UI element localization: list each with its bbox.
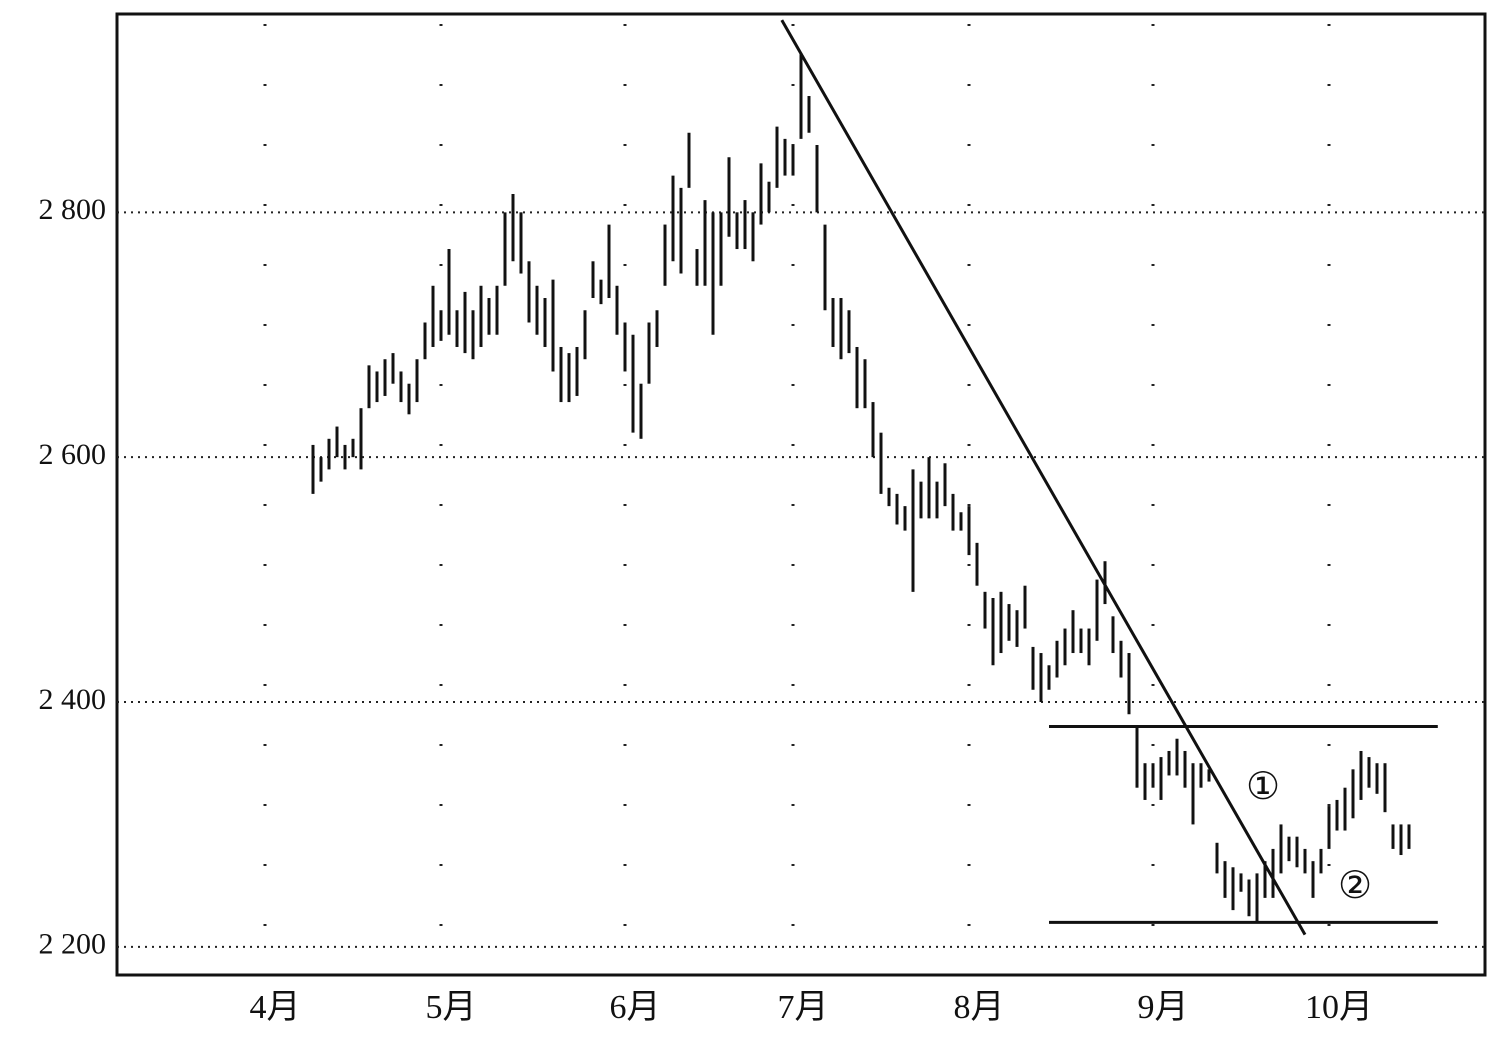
x-tick-label: 7月: [778, 989, 829, 1026]
y-tick-label: 2 800: [39, 193, 107, 226]
annotation: ①: [1246, 766, 1280, 808]
x-tick-label: 4月: [250, 989, 301, 1026]
annotation: ②: [1338, 865, 1372, 907]
y-tick-label: 2 600: [39, 438, 107, 471]
x-tick-label: 8月: [954, 989, 1005, 1026]
plot-frame: [115, 12, 1487, 977]
x-tick-label: 9月: [1138, 989, 1189, 1026]
y-tick-label: 2 400: [39, 683, 107, 716]
x-tick-label: 10月: [1305, 989, 1373, 1026]
x-tick-label: 6月: [610, 989, 661, 1026]
x-tick-label: 5月: [426, 989, 477, 1026]
y-tick-label: 2 200: [39, 928, 107, 961]
trend-line: [780, 19, 1307, 936]
